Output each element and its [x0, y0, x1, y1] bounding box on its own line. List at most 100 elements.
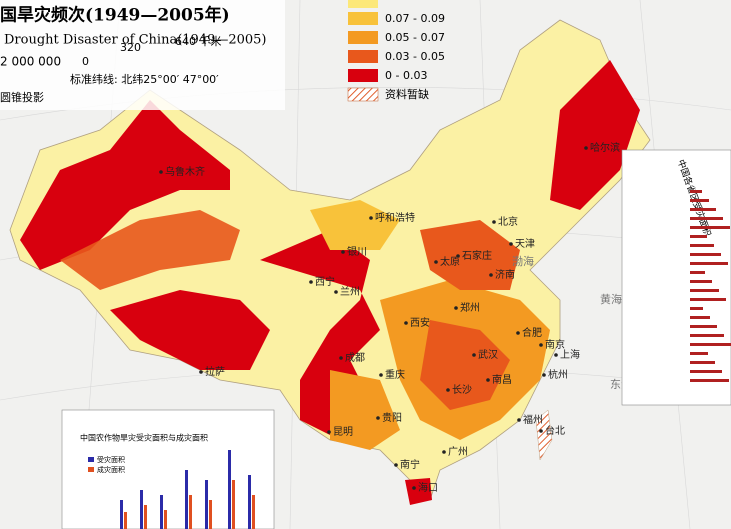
header: 国旱灾频次(1949—2005年) Drought Disaster of Ch… — [0, 0, 285, 110]
inset-legend: 成灾面积 — [97, 465, 125, 474]
city-dot — [456, 254, 460, 258]
city-label: 合肥 — [522, 326, 542, 339]
subtitle: Drought Disaster of China(1949—2005) — [4, 33, 267, 48]
right-inset: 中国各省区受灾面积 — [621, 149, 731, 406]
inset-bar — [690, 235, 707, 238]
inset-bar — [690, 217, 723, 220]
city-label: 呼和浩特 — [375, 212, 415, 224]
city-dot — [339, 356, 343, 360]
city-dot — [341, 250, 345, 254]
city-dot — [584, 146, 588, 150]
scale-tick: 320 — [120, 41, 141, 54]
city-dot — [376, 416, 380, 420]
city-label: 西安 — [410, 316, 430, 329]
legend-swatch — [348, 12, 378, 25]
city-label: 乌鲁木齐 — [165, 165, 205, 178]
city-label: 北京 — [498, 215, 518, 228]
city-label: 成都 — [345, 352, 365, 364]
city-label: 昆明 — [333, 426, 353, 438]
scale-tick: 0 — [82, 55, 89, 68]
city-dot — [369, 216, 373, 220]
projection: 圆锥投影 — [0, 90, 44, 104]
inset-bar — [690, 379, 729, 382]
city-dot — [517, 418, 521, 422]
inset-bar — [690, 370, 722, 373]
inset-bar — [690, 208, 716, 211]
city-label: 拉萨 — [205, 365, 225, 378]
inset-bar — [690, 325, 717, 328]
inset-title: 中国农作物旱灾受灾面积与成灾面积 — [80, 433, 208, 443]
city-label: 福州 — [523, 413, 543, 426]
city-label: 南京 — [545, 338, 565, 351]
inset-bar — [690, 244, 714, 247]
legend-swatch — [348, 50, 378, 63]
city-label: 西宁 — [315, 275, 335, 288]
inset-bar — [690, 271, 705, 274]
city-label: 贵阳 — [382, 411, 402, 424]
city-label: 兰州 — [340, 285, 360, 298]
city-dot — [492, 220, 496, 224]
legend: 0.07 - 0.09 0.05 - 0.07 0.03 - 0.05 0 - 0.0… — [347, 0, 445, 102]
sea-label: 黄海 — [600, 292, 622, 306]
inset-bar — [690, 307, 703, 310]
parallels: 标准纬线: 北纬25°00′ 47°00′ — [70, 72, 219, 86]
city-dot — [309, 280, 313, 284]
city-label: 武汉 — [478, 348, 498, 361]
legend-swatch — [348, 31, 378, 44]
city-dot — [509, 242, 513, 246]
inset-bar — [690, 334, 724, 337]
city-dot — [379, 373, 383, 377]
inset-bar — [690, 361, 715, 364]
title: 国旱灾频次(1949—2005年) — [0, 5, 230, 26]
scale-tick: 640 千米 — [175, 35, 222, 48]
inset-bar — [690, 298, 726, 301]
legend-label: 0.03 - 0.05 — [385, 50, 445, 63]
city-dot — [442, 450, 446, 454]
city-label: 南宁 — [400, 458, 420, 471]
city-dot — [486, 378, 490, 382]
city-dot — [159, 170, 163, 174]
city-dot — [554, 353, 558, 357]
city-label: 重庆 — [385, 368, 405, 381]
inset-bar — [690, 190, 702, 193]
legend-swatch — [347, 87, 379, 102]
inset-bar — [690, 343, 731, 346]
city-label: 济南 — [495, 268, 515, 281]
inset-legend: 受灾面积 — [97, 455, 125, 464]
inset-bar — [690, 199, 709, 202]
legend-label: 0.07 - 0.09 — [385, 12, 445, 25]
inset-bar — [690, 226, 730, 229]
city-dot — [472, 353, 476, 357]
legend-label: 0.05 - 0.07 — [385, 31, 445, 44]
city-dot — [434, 260, 438, 264]
city-dot — [539, 343, 543, 347]
inset-bar — [690, 280, 712, 283]
scale-ratio: 2 000 000 — [0, 55, 61, 69]
legend-swatch — [348, 69, 378, 82]
city-label: 杭州 — [548, 368, 568, 381]
city-label: 海口 — [418, 481, 438, 494]
city-label: 台北 — [545, 424, 565, 437]
city-label: 石家庄 — [462, 249, 492, 262]
city-dot — [489, 273, 493, 277]
legend-label: 0 - 0.03 — [385, 69, 427, 82]
city-label: 银川 — [347, 245, 367, 258]
inset-bar — [690, 352, 708, 355]
city-label: 广州 — [448, 446, 468, 458]
city-dot — [404, 321, 408, 325]
city-dot — [446, 388, 450, 392]
city-label: 天津 — [515, 238, 535, 250]
city-label: 哈尔滨 — [590, 141, 620, 154]
city-dot — [334, 290, 338, 294]
city-dot — [327, 430, 331, 434]
city-dot — [516, 331, 520, 335]
city-dot — [199, 370, 203, 374]
sea-label: 渤海 — [512, 254, 534, 268]
inset-bar — [690, 253, 721, 256]
city-dot — [454, 306, 458, 310]
china-map — [9, 19, 651, 505]
city-dot — [394, 463, 398, 467]
city-label: 太原 — [440, 255, 460, 268]
